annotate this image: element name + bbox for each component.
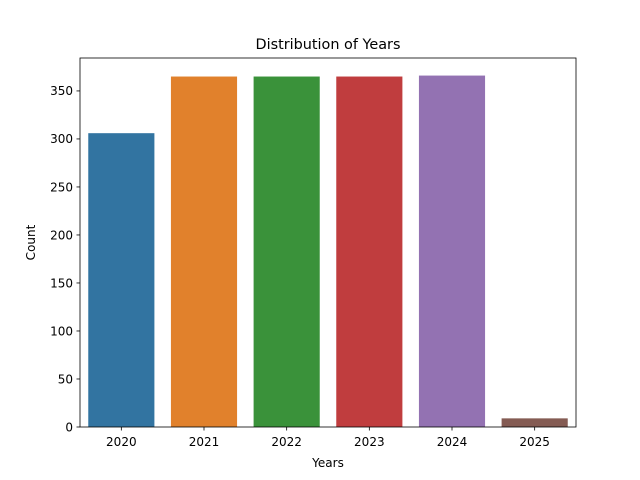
y-tick-label-150: 150 [50, 276, 73, 290]
bar-2021 [170, 76, 238, 427]
y-axis: 0 50 100 150 200 250 300 350 [50, 84, 80, 434]
x-tick-label-2023: 2023 [354, 435, 385, 449]
x-tick-label-2024: 2024 [437, 435, 468, 449]
bar-2024 [418, 75, 486, 428]
y-tick-label-200: 200 [50, 228, 73, 242]
y-tick-label-350: 350 [50, 84, 73, 98]
bar-2022 [253, 76, 320, 427]
y-tick-label-250: 250 [50, 180, 73, 194]
bar-2023 [336, 76, 403, 427]
x-axis: 2020 2021 2022 2023 2024 2025 [106, 427, 550, 449]
x-axis-label: Years [311, 456, 344, 470]
y-tick-label-300: 300 [50, 132, 73, 146]
x-tick-label-2021: 2021 [189, 435, 220, 449]
x-tick-label-2025: 2025 [519, 435, 550, 449]
bars-layer [88, 75, 568, 428]
x-tick-label-2020: 2020 [106, 435, 137, 449]
y-tick-label-0: 0 [65, 420, 73, 434]
y-tick-label-50: 50 [58, 372, 73, 386]
y-axis-label: Count [24, 224, 38, 260]
plot-frame [79, 57, 577, 428]
chart-title: Distribution of Years [256, 37, 401, 53]
bar-2020 [88, 133, 155, 427]
bar-2025 [501, 418, 568, 427]
x-tick-label-2022: 2022 [271, 435, 302, 449]
y-tick-label-100: 100 [50, 324, 73, 338]
